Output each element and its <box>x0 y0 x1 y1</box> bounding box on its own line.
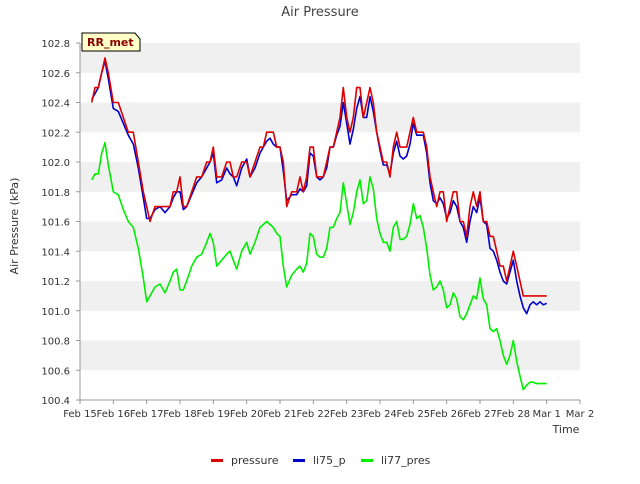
x-tick-label: Feb 26 <box>430 409 464 420</box>
y-tick-label: 102.2 <box>41 128 70 139</box>
site-label-box <box>81 32 141 52</box>
series-line-pressure <box>90 57 547 297</box>
x-tick-label: Feb 20 <box>230 409 264 420</box>
y-axis-label: Air Pressure (kPa) <box>8 178 21 275</box>
y-tick-label: 100.4 <box>41 396 70 407</box>
y-tick-label: 102.4 <box>41 99 70 110</box>
x-axis-label: Time <box>552 423 580 436</box>
series-line-li77-pres <box>90 141 547 391</box>
x-tick-label: Feb 19 <box>197 409 231 420</box>
x-tick-label: Mar 1 <box>532 409 560 420</box>
site-label-text: RR_met <box>87 36 134 49</box>
y-axis-ticks: 100.4 100.6 100.8 101.0 101.2 101.4 101.6 101.8… <box>41 39 80 407</box>
x-tick-label: Feb 22 <box>297 409 331 420</box>
legend-swatch-li77-pres <box>361 459 373 462</box>
grid-band <box>80 102 580 133</box>
legend-label-li77-pres: li77_pres <box>381 454 431 467</box>
y-tick-label: 101.6 <box>41 218 70 229</box>
legend-label-pressure: pressure <box>231 454 279 467</box>
y-tick-label: 100.8 <box>41 337 70 348</box>
x-tick-label: Feb 16 <box>97 409 131 420</box>
x-tick-label: Feb 25 <box>397 409 431 420</box>
x-tick-label: Feb 24 <box>363 409 397 420</box>
y-tick-label: 102.0 <box>41 158 70 169</box>
x-tick-label: Feb 15 <box>63 409 97 420</box>
y-tick-label: 101.2 <box>41 277 70 288</box>
x-tick-label: Feb 21 <box>263 409 297 420</box>
chart-title: Air Pressure <box>281 5 359 20</box>
legend-swatch-pressure <box>211 459 223 462</box>
y-tick-label: 101.4 <box>41 247 70 258</box>
legend-label-li75-p: li75_p <box>313 454 346 467</box>
grid-band <box>80 281 580 311</box>
grid-band <box>80 162 580 192</box>
legend-swatch-li75-p <box>293 459 305 462</box>
y-tick-label: 101.8 <box>41 188 70 199</box>
x-tick-label: Feb 17 <box>130 409 164 420</box>
x-tick-label: Feb 27 <box>463 409 497 420</box>
series-lines <box>90 57 548 391</box>
y-tick-label: 100.6 <box>41 366 70 377</box>
x-tick-label: Mar 2 <box>566 409 594 420</box>
grid-bands <box>80 43 580 371</box>
site-label-badge: RR_met <box>81 32 141 52</box>
y-tick-label: 101.0 <box>41 307 70 318</box>
x-tick-label: Feb 28 <box>497 409 531 420</box>
grid-band <box>80 221 580 252</box>
x-axis-ticks: Feb 15 Feb 16 Feb 17 Feb 18 Feb 19 Feb 20 Feb … <box>63 400 594 420</box>
x-tick-label: Feb 23 <box>330 409 364 420</box>
y-tick-label: 102.6 <box>41 69 70 80</box>
x-tick-label: Feb 18 <box>163 409 197 420</box>
y-tick-label: 102.8 <box>41 39 70 50</box>
legend: pressure li75_p li77_pres <box>211 454 431 467</box>
series-line-li75-p <box>91 60 548 315</box>
grid-band <box>80 340 580 371</box>
grid-band <box>80 43 580 73</box>
